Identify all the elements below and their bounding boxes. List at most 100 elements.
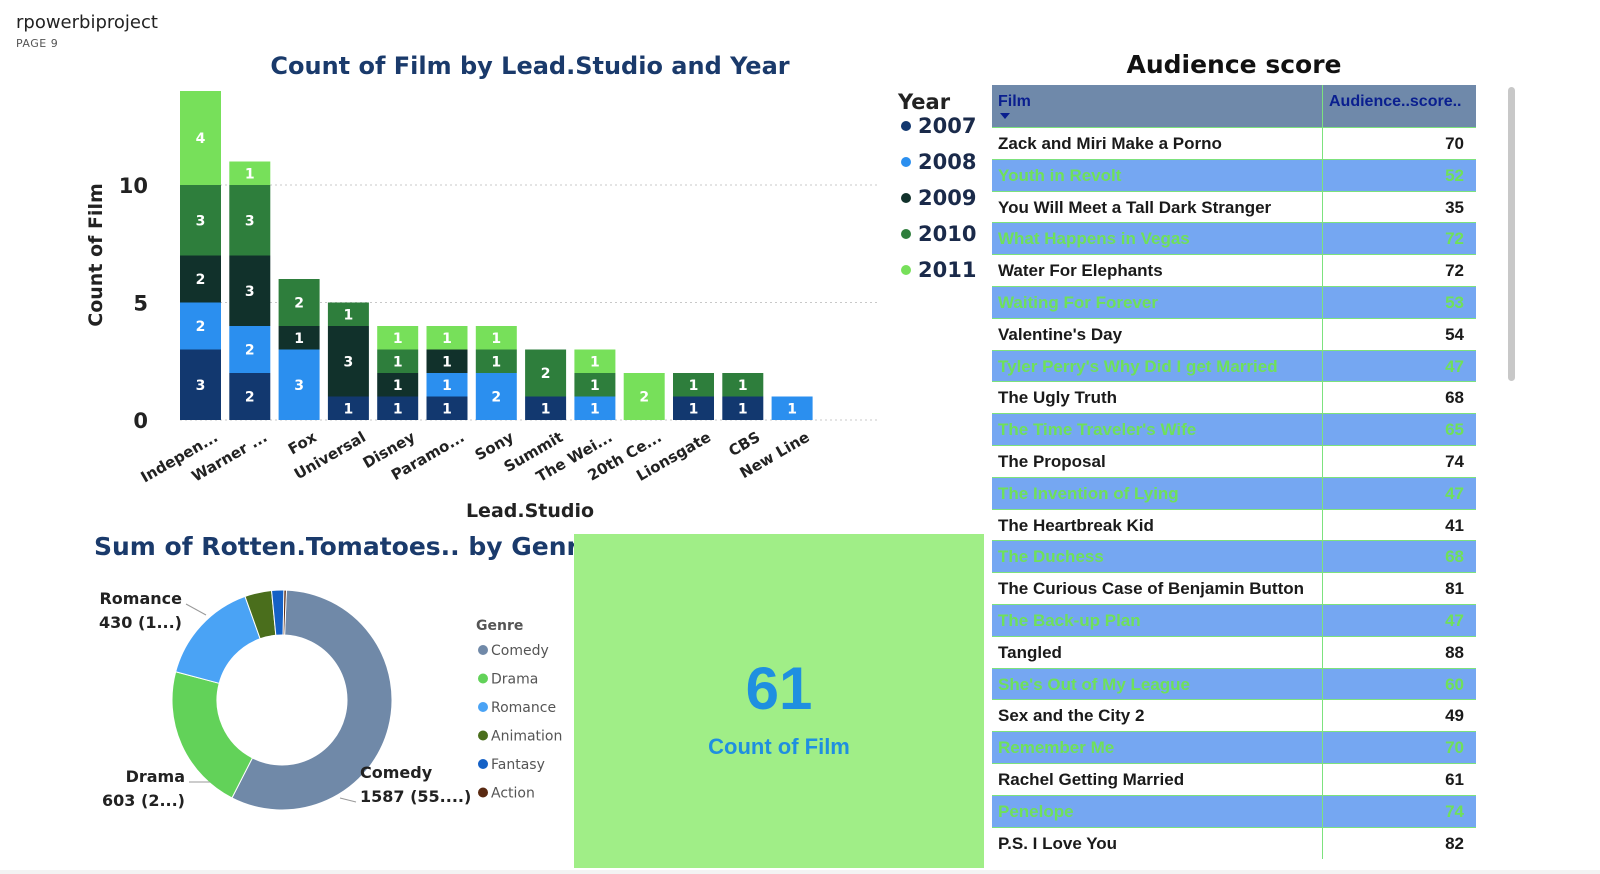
audience-score-table[interactable]: Film Audience..score.. Zack and Miri Mak… xyxy=(992,85,1476,860)
donut-slice[interactable] xyxy=(231,589,393,811)
donut-slice[interactable] xyxy=(282,589,287,636)
bar-segment[interactable] xyxy=(525,396,567,421)
sort-descending-icon[interactable] xyxy=(1000,113,1010,119)
column-header-film[interactable]: Film xyxy=(998,93,1031,110)
bar-segment[interactable] xyxy=(475,326,517,350)
donut-chart[interactable]: Comedy 1587 (55....) Drama 603 (2...) Romanc… xyxy=(0,560,574,870)
bar-segment[interactable] xyxy=(180,185,221,256)
table-row[interactable]: Youth in Revolt 52 xyxy=(992,158,1476,191)
bar-segment[interactable] xyxy=(278,349,320,421)
table-row[interactable]: Penelope 74 xyxy=(992,794,1476,827)
table-row[interactable]: The Back-up Plan 47 xyxy=(992,604,1476,636)
bar-segment[interactable] xyxy=(377,349,419,374)
table-row[interactable]: The Duchess 68 xyxy=(992,540,1476,573)
bar-segment[interactable] xyxy=(377,326,419,350)
bar-segment[interactable] xyxy=(426,349,468,374)
table-row[interactable]: The Invention of Lying 47 xyxy=(992,476,1476,509)
legend-item[interactable]: 2010 xyxy=(918,222,976,246)
bar-segment[interactable] xyxy=(623,373,665,420)
bar-segment[interactable] xyxy=(327,396,369,421)
donut-label-name: Comedy xyxy=(360,763,433,782)
bar-segment[interactable] xyxy=(278,326,320,350)
bar-segment[interactable] xyxy=(180,302,221,350)
legend-item[interactable]: 2008 xyxy=(918,150,976,174)
bar-segment[interactable] xyxy=(229,255,271,327)
bar-segment[interactable] xyxy=(673,396,714,421)
bar-segment[interactable] xyxy=(574,349,616,374)
bar-segment[interactable] xyxy=(574,396,616,421)
donut-legend-item[interactable]: Comedy xyxy=(491,643,549,659)
cell-audience-score: 47 xyxy=(1445,611,1464,630)
table-row[interactable]: The Curious Case of Benjamin Button 81 xyxy=(992,572,1476,605)
bar-segment[interactable] xyxy=(722,373,764,397)
bar-segment[interactable] xyxy=(525,349,567,397)
donut-legend-item[interactable]: Fantasy xyxy=(491,757,545,773)
bar-segment[interactable] xyxy=(426,373,468,397)
table-row[interactable]: Tyler Perry's Why Did I get Married 47 xyxy=(992,349,1476,382)
table-row[interactable]: Water For Elephants 72 xyxy=(992,254,1476,287)
table-row[interactable]: Tangled 88 xyxy=(992,635,1476,668)
bar-data-label: 1 xyxy=(590,401,600,417)
bar-segment[interactable] xyxy=(377,396,419,421)
table-row[interactable]: The Ugly Truth 68 xyxy=(992,381,1476,414)
bar-chart-title: Count of Film by Lead.Studio and Year xyxy=(270,52,790,80)
bar-data-label: 3 xyxy=(196,213,206,229)
table-row[interactable]: The Time Traveler's Wife 65 xyxy=(992,413,1476,446)
table-row[interactable]: Valentine's Day 54 xyxy=(992,317,1476,350)
cell-film: The Time Traveler's Wife xyxy=(998,420,1197,440)
legend-marker xyxy=(901,121,911,131)
table-row[interactable]: The Heartbreak Kid 41 xyxy=(992,508,1476,541)
bar-segment[interactable] xyxy=(278,279,320,326)
bar-segment[interactable] xyxy=(722,396,764,421)
legend-marker xyxy=(901,229,911,239)
column-header-audience-score[interactable]: Audience..score.. xyxy=(1329,93,1462,110)
table-row[interactable]: You Will Meet a Tall Dark Stranger 35 xyxy=(992,190,1476,223)
legend-item[interactable]: 2011 xyxy=(918,258,976,282)
donut-legend-item[interactable]: Animation xyxy=(491,729,562,745)
table-row[interactable]: Sex and the City 2 49 xyxy=(992,699,1476,732)
bar-segment[interactable] xyxy=(377,373,419,397)
bar-segment[interactable] xyxy=(426,396,468,421)
bar-segment[interactable] xyxy=(426,326,468,350)
column-separator xyxy=(1322,795,1323,827)
legend-item[interactable]: 2007 xyxy=(918,114,976,138)
donut-legend-item[interactable]: Romance xyxy=(491,700,556,716)
table-row[interactable]: Zack and Miri Make a Porno 70 xyxy=(992,127,1476,159)
cell-audience-score: 72 xyxy=(1445,261,1464,281)
donut-legend-item[interactable]: Drama xyxy=(491,672,538,688)
bar-segment[interactable] xyxy=(229,373,271,420)
bar-segment[interactable] xyxy=(475,373,517,420)
table-row[interactable]: Remember Me 70 xyxy=(992,731,1476,764)
donut-slice[interactable] xyxy=(175,595,261,684)
donut-legend-item[interactable]: Action xyxy=(491,786,535,802)
table-row[interactable]: The Proposal 74 xyxy=(992,445,1476,477)
bar-segment[interactable] xyxy=(229,161,271,186)
bar-segment[interactable] xyxy=(574,373,616,397)
table-row[interactable]: Waiting For Forever 53 xyxy=(992,286,1476,318)
bar-segment[interactable] xyxy=(180,255,221,303)
column-separator xyxy=(1322,414,1323,446)
table-row[interactable]: She's Out of My League 60 xyxy=(992,667,1476,700)
table-scrollbar[interactable] xyxy=(1508,87,1515,381)
cell-film: The Invention of Lying xyxy=(998,483,1179,503)
count-card[interactable]: 61 Count of Film xyxy=(574,534,984,868)
table-row[interactable]: Rachel Getting Married 61 xyxy=(992,763,1476,795)
bar-segment[interactable] xyxy=(180,91,221,185)
bar-segment[interactable] xyxy=(229,326,271,373)
bar-data-label: 3 xyxy=(196,378,206,394)
cell-film: She's Out of My League xyxy=(998,674,1191,694)
bar-segment[interactable] xyxy=(771,396,813,421)
bar-segment[interactable] xyxy=(673,373,714,397)
bar-segment[interactable] xyxy=(475,349,517,374)
table-row[interactable]: What Happens in Vegas 72 xyxy=(992,222,1476,255)
bar-data-label: 1 xyxy=(689,401,699,417)
bar-segment[interactable] xyxy=(229,185,271,256)
bar-segment[interactable] xyxy=(180,349,221,421)
card-label: Count of Film xyxy=(708,734,850,759)
table-row[interactable]: P.S. I Love You 82 xyxy=(992,826,1476,859)
legend-item[interactable]: 2009 xyxy=(918,186,976,210)
bar-segment[interactable] xyxy=(327,326,369,397)
bar-segment[interactable] xyxy=(327,302,369,327)
bar-data-label: 1 xyxy=(442,378,452,394)
